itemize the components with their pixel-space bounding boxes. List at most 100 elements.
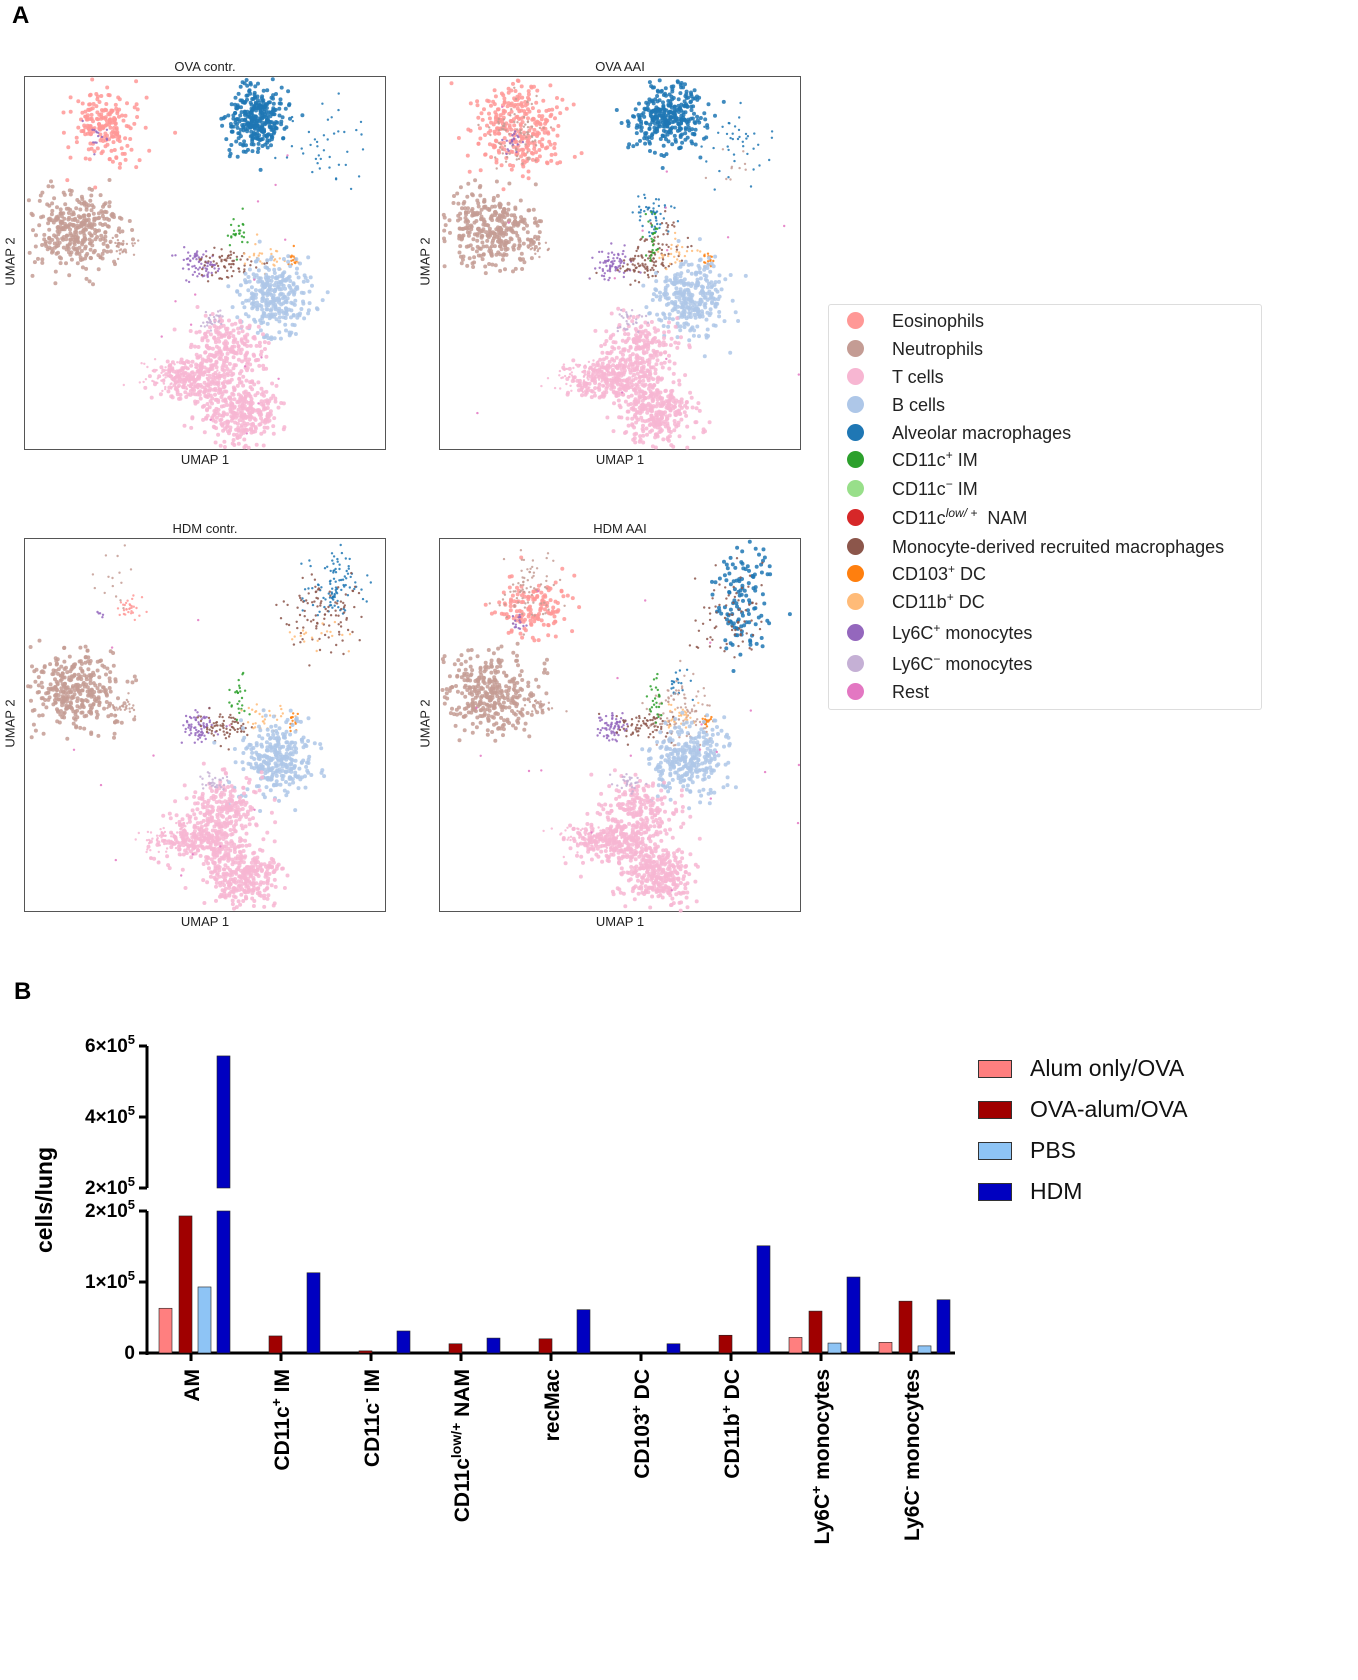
umap-point [665,296,670,301]
umap-point [534,252,537,255]
umap-point [637,270,640,274]
umap-point [258,422,263,427]
umap-point [91,250,96,255]
umap-point [663,129,668,134]
umap-point [532,243,535,246]
umap-point [69,257,74,262]
umap-point [66,145,71,150]
umap-point [593,391,597,394]
umap-point [122,239,125,243]
umap-point [638,138,642,143]
umap-point [651,251,654,254]
umap-point [310,283,314,288]
umap-point [252,317,257,322]
umap-point [498,129,501,132]
umap-point [485,123,489,128]
umap-point [468,101,473,106]
umap-point [533,216,537,221]
umap-point [265,415,270,420]
umap-point [220,254,224,258]
umap-point [658,351,663,356]
umap-point [272,123,277,128]
umap-point [654,114,659,119]
umap-point [512,123,517,128]
umap-point [243,262,247,265]
umap-point [75,223,80,228]
umap-point [647,257,650,260]
umap-point [676,244,679,247]
umap-point [628,344,633,349]
umap-point [719,287,724,292]
umap-point [544,108,549,113]
umap-point [253,288,258,293]
umap-point [144,378,148,381]
umap-point [53,281,58,286]
umap-point [502,96,507,101]
umap-point [586,376,589,380]
umap-point [648,149,652,153]
umap-point [97,228,101,233]
umap-point [697,258,702,263]
umap-point [194,255,198,258]
umap-point [504,211,509,216]
umap-point [219,309,222,312]
umap-point [128,137,133,141]
umap-point [526,148,531,153]
umap-point [103,201,108,206]
umap-point [713,188,716,191]
umap-point [663,410,668,415]
umap-point [603,272,606,275]
umap-point [466,226,471,230]
umap-point [681,85,686,90]
umap-point [475,210,480,215]
umap-point [92,149,97,154]
umap-point [628,356,633,361]
umap-point [661,100,665,105]
umap-point [635,142,639,147]
umap-point [30,273,35,278]
umap-point [466,210,471,215]
umap-point [721,99,726,104]
umap-point [643,265,646,269]
umap-point [604,339,609,343]
umap-point [330,116,333,119]
umap-point [699,284,704,289]
umap-point [496,131,501,136]
umap-point [513,132,516,135]
umap-point [494,139,499,144]
umap-point [231,116,236,121]
umap-point [189,259,192,262]
umap-point [300,147,303,150]
umap-point [525,136,528,139]
umap-point [678,105,683,110]
umap-point [187,263,190,266]
umap-point [677,297,682,302]
umap-point [465,194,470,199]
umap-point [40,260,45,265]
umap-point [203,264,206,267]
umap-point [674,398,679,403]
umap-point [46,184,51,189]
umap-point [113,122,118,127]
umap-point [442,239,447,244]
umap-point [213,392,217,397]
umap-point [207,260,210,263]
umap-point [265,145,270,150]
umap-point [627,376,632,381]
umap-point [715,289,720,294]
umap-point [178,379,181,383]
umap-point [43,239,48,244]
umap-point [245,350,250,355]
umap-point [210,263,214,266]
umap-point [652,326,657,331]
umap-point [661,311,666,316]
umap-point [463,226,468,230]
umap-point [232,269,235,273]
umap-point [643,141,648,146]
umap-point [551,127,556,132]
umap-point [614,265,617,269]
umap-point [183,246,186,249]
umap-point [215,262,218,265]
umap-point [668,262,672,265]
umap-point [643,333,648,338]
